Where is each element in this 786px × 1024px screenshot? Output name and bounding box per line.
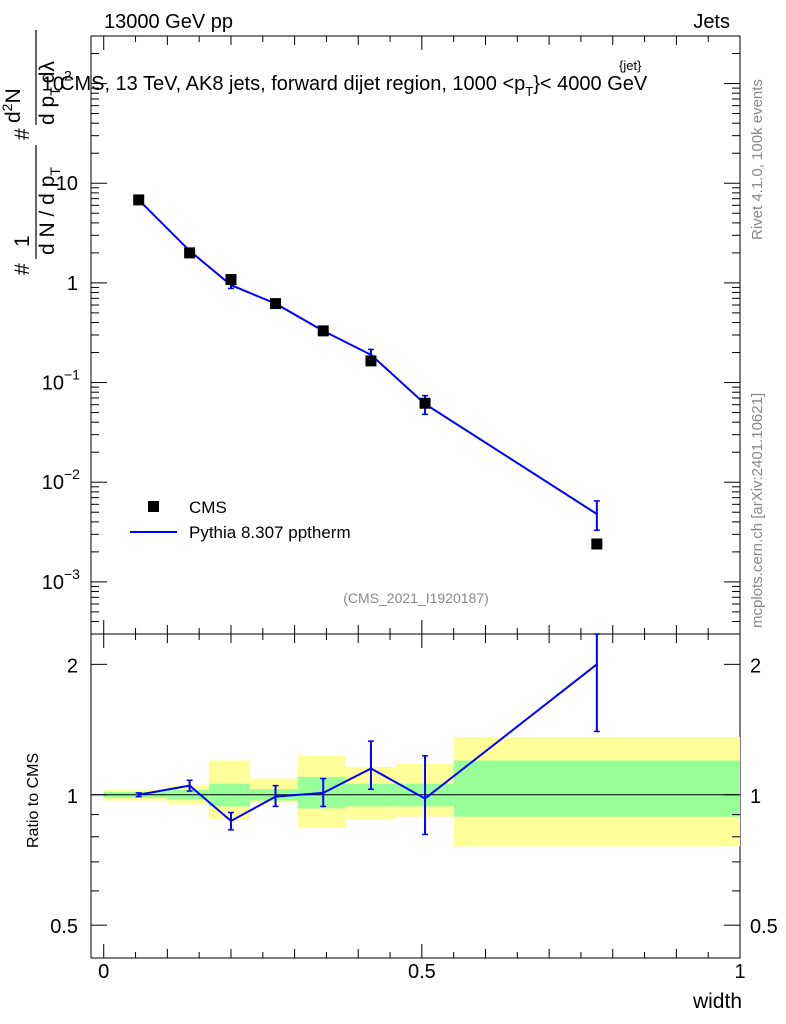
y-tick-label-top-0: 10 — [42, 74, 64, 96]
y-tick-labels-ratio: 0.5 0.5 1 1 2 2 — [50, 655, 778, 938]
ylabel-dpt: d p — [36, 96, 59, 125]
x-tick-labels: 0 0.5 1 — [98, 961, 745, 983]
x-tick-label-2: 1 — [734, 961, 745, 983]
ylabel-hash1: # — [11, 263, 34, 275]
axis-ticks — [91, 35, 741, 958]
ratio-bands — [103, 736, 740, 847]
ylabel-hash2: # — [11, 128, 34, 140]
y-tick-label-ratio-right-0: 0.5 — [750, 916, 778, 938]
main-title-end: }< 4000 GeV — [533, 73, 648, 95]
x-axis-label: width — [692, 990, 742, 1013]
main-title-text: CMS, 13 TeV, AK8 jets, forward dijet reg… — [60, 73, 525, 95]
data-point — [225, 274, 237, 286]
svg-text:d N / d pT: d N / d pT — [36, 167, 63, 255]
y-tick-label-ratio-right-2: 2 — [750, 655, 761, 677]
data-point — [133, 194, 145, 206]
header-category: Jets — [693, 11, 730, 33]
y-tick-label-top-1: 10 — [56, 173, 78, 195]
mc-series-ratio — [135, 633, 600, 836]
ylabel-dn-dpt: d N / d p — [36, 176, 59, 255]
data-point — [270, 298, 282, 310]
mc-line-ratio — [138, 663, 598, 823]
ylabel-t-sub2: T — [47, 87, 63, 96]
band-inner-7 — [453, 760, 740, 817]
y-tick-label-top-2: 1 — [67, 273, 78, 295]
y-tick-label-ratio-left-1: 1 — [67, 786, 78, 808]
y-tick-label-ratio-left-0: 0.5 — [50, 916, 78, 938]
svg-text:#: # — [11, 128, 34, 140]
data-point — [317, 325, 329, 337]
y-tick-label-top-5: 10 — [42, 572, 64, 594]
legend: CMS Pythia 8.307 pptherm — [130, 498, 351, 542]
y-axis-label-ratio: Ratio to CMS — [25, 753, 42, 848]
y-tick-exp-top-3: −1 — [64, 367, 80, 383]
mcplots-label: mcplots.cern.ch [arXiv:2401.10621] — [749, 393, 766, 628]
x-tick-label-1: 0.5 — [408, 961, 436, 983]
legend-label-mc: Pythia 8.307 pptherm — [189, 523, 351, 542]
y-tick-label-ratio-right-1: 1 — [750, 786, 761, 808]
data-series-top — [133, 194, 603, 550]
ylabel-one: 1 — [11, 235, 34, 247]
legend-marker-cms — [148, 501, 159, 512]
y-tick-label-top-4: 10 — [42, 472, 64, 494]
ylabel-two: 2 — [0, 103, 15, 111]
y-axis-label-top: # 1 d N / d pT # d2N d pTdλ — [0, 30, 63, 275]
svg-text:1: 1 — [11, 235, 34, 247]
svg-text:d2N: d2N — [0, 88, 25, 123]
mc-line-top — [138, 199, 598, 515]
y-tick-exp-top-4: −2 — [64, 466, 80, 482]
data-point — [184, 247, 196, 259]
svg-text:#: # — [11, 263, 34, 275]
y-tick-exp-top-5: −3 — [64, 566, 80, 582]
analysis-id: (CMS_2021_I1920187) — [343, 590, 489, 606]
data-point — [365, 355, 377, 367]
main-title-sup: {jet} — [619, 58, 642, 73]
main-title-sub: T — [525, 84, 533, 99]
data-point — [591, 538, 603, 550]
header-energy: 13000 GeV pp — [104, 11, 233, 33]
ylabel-n: N — [2, 88, 25, 103]
legend-label-cms: CMS — [189, 498, 227, 517]
ylabel-dl: dλ — [36, 61, 59, 84]
y-tick-label-top-3: 10 — [42, 373, 64, 395]
ylabel-d2n: d — [2, 111, 25, 123]
x-tick-label-0: 0 — [98, 961, 109, 983]
y-tick-exp-top-0: 2 — [64, 68, 72, 84]
main-title: CMS, 13 TeV, AK8 jets, forward dijet reg… — [60, 73, 648, 99]
ylabel-t-sub: T — [47, 167, 63, 176]
data-point — [419, 397, 431, 409]
rivet-label: Rivet 4.1.0, 100k events — [749, 79, 766, 240]
top-panel-frame — [90, 35, 741, 635]
svg-text:d pTdλ: d pTdλ — [36, 61, 63, 125]
y-tick-label-ratio-left-2: 2 — [67, 655, 78, 677]
